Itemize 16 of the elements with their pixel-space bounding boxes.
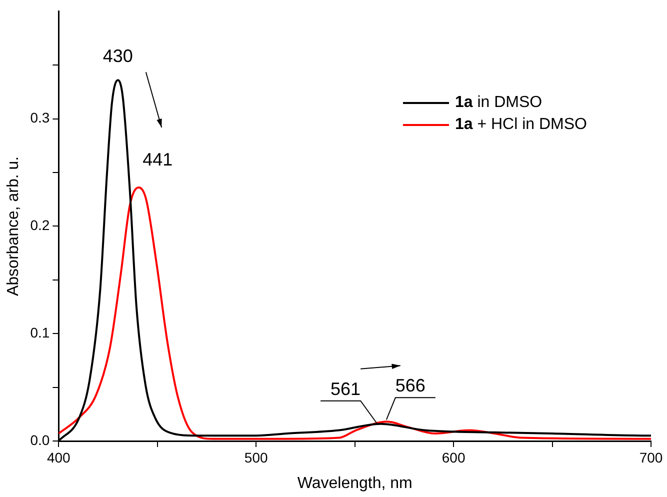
x-axis-title: Wavelength, nm — [297, 474, 412, 492]
annotation: 566 — [395, 376, 426, 396]
legend-label: 1a in DMSO — [454, 93, 542, 113]
y-tick-label: 0.3 — [30, 110, 50, 126]
annotation: 430 — [102, 46, 133, 66]
y-axis-title: Absorbance, arb. u. — [5, 156, 22, 296]
annotation: 561 — [330, 378, 361, 399]
x-tick-label: 700 — [639, 449, 663, 466]
y-tick-label: 0.0 — [30, 432, 50, 448]
x-tick-label: 600 — [442, 449, 466, 466]
y-tick-label: 0.2 — [30, 217, 50, 234]
x-tick-label: 500 — [244, 449, 268, 466]
x-tick-label: 400 — [46, 449, 71, 466]
y-tick-label: 0.1 — [30, 324, 50, 340]
legend-label: 1a + HCl in DMSO — [454, 115, 587, 135]
annotation: 441 — [142, 150, 173, 170]
